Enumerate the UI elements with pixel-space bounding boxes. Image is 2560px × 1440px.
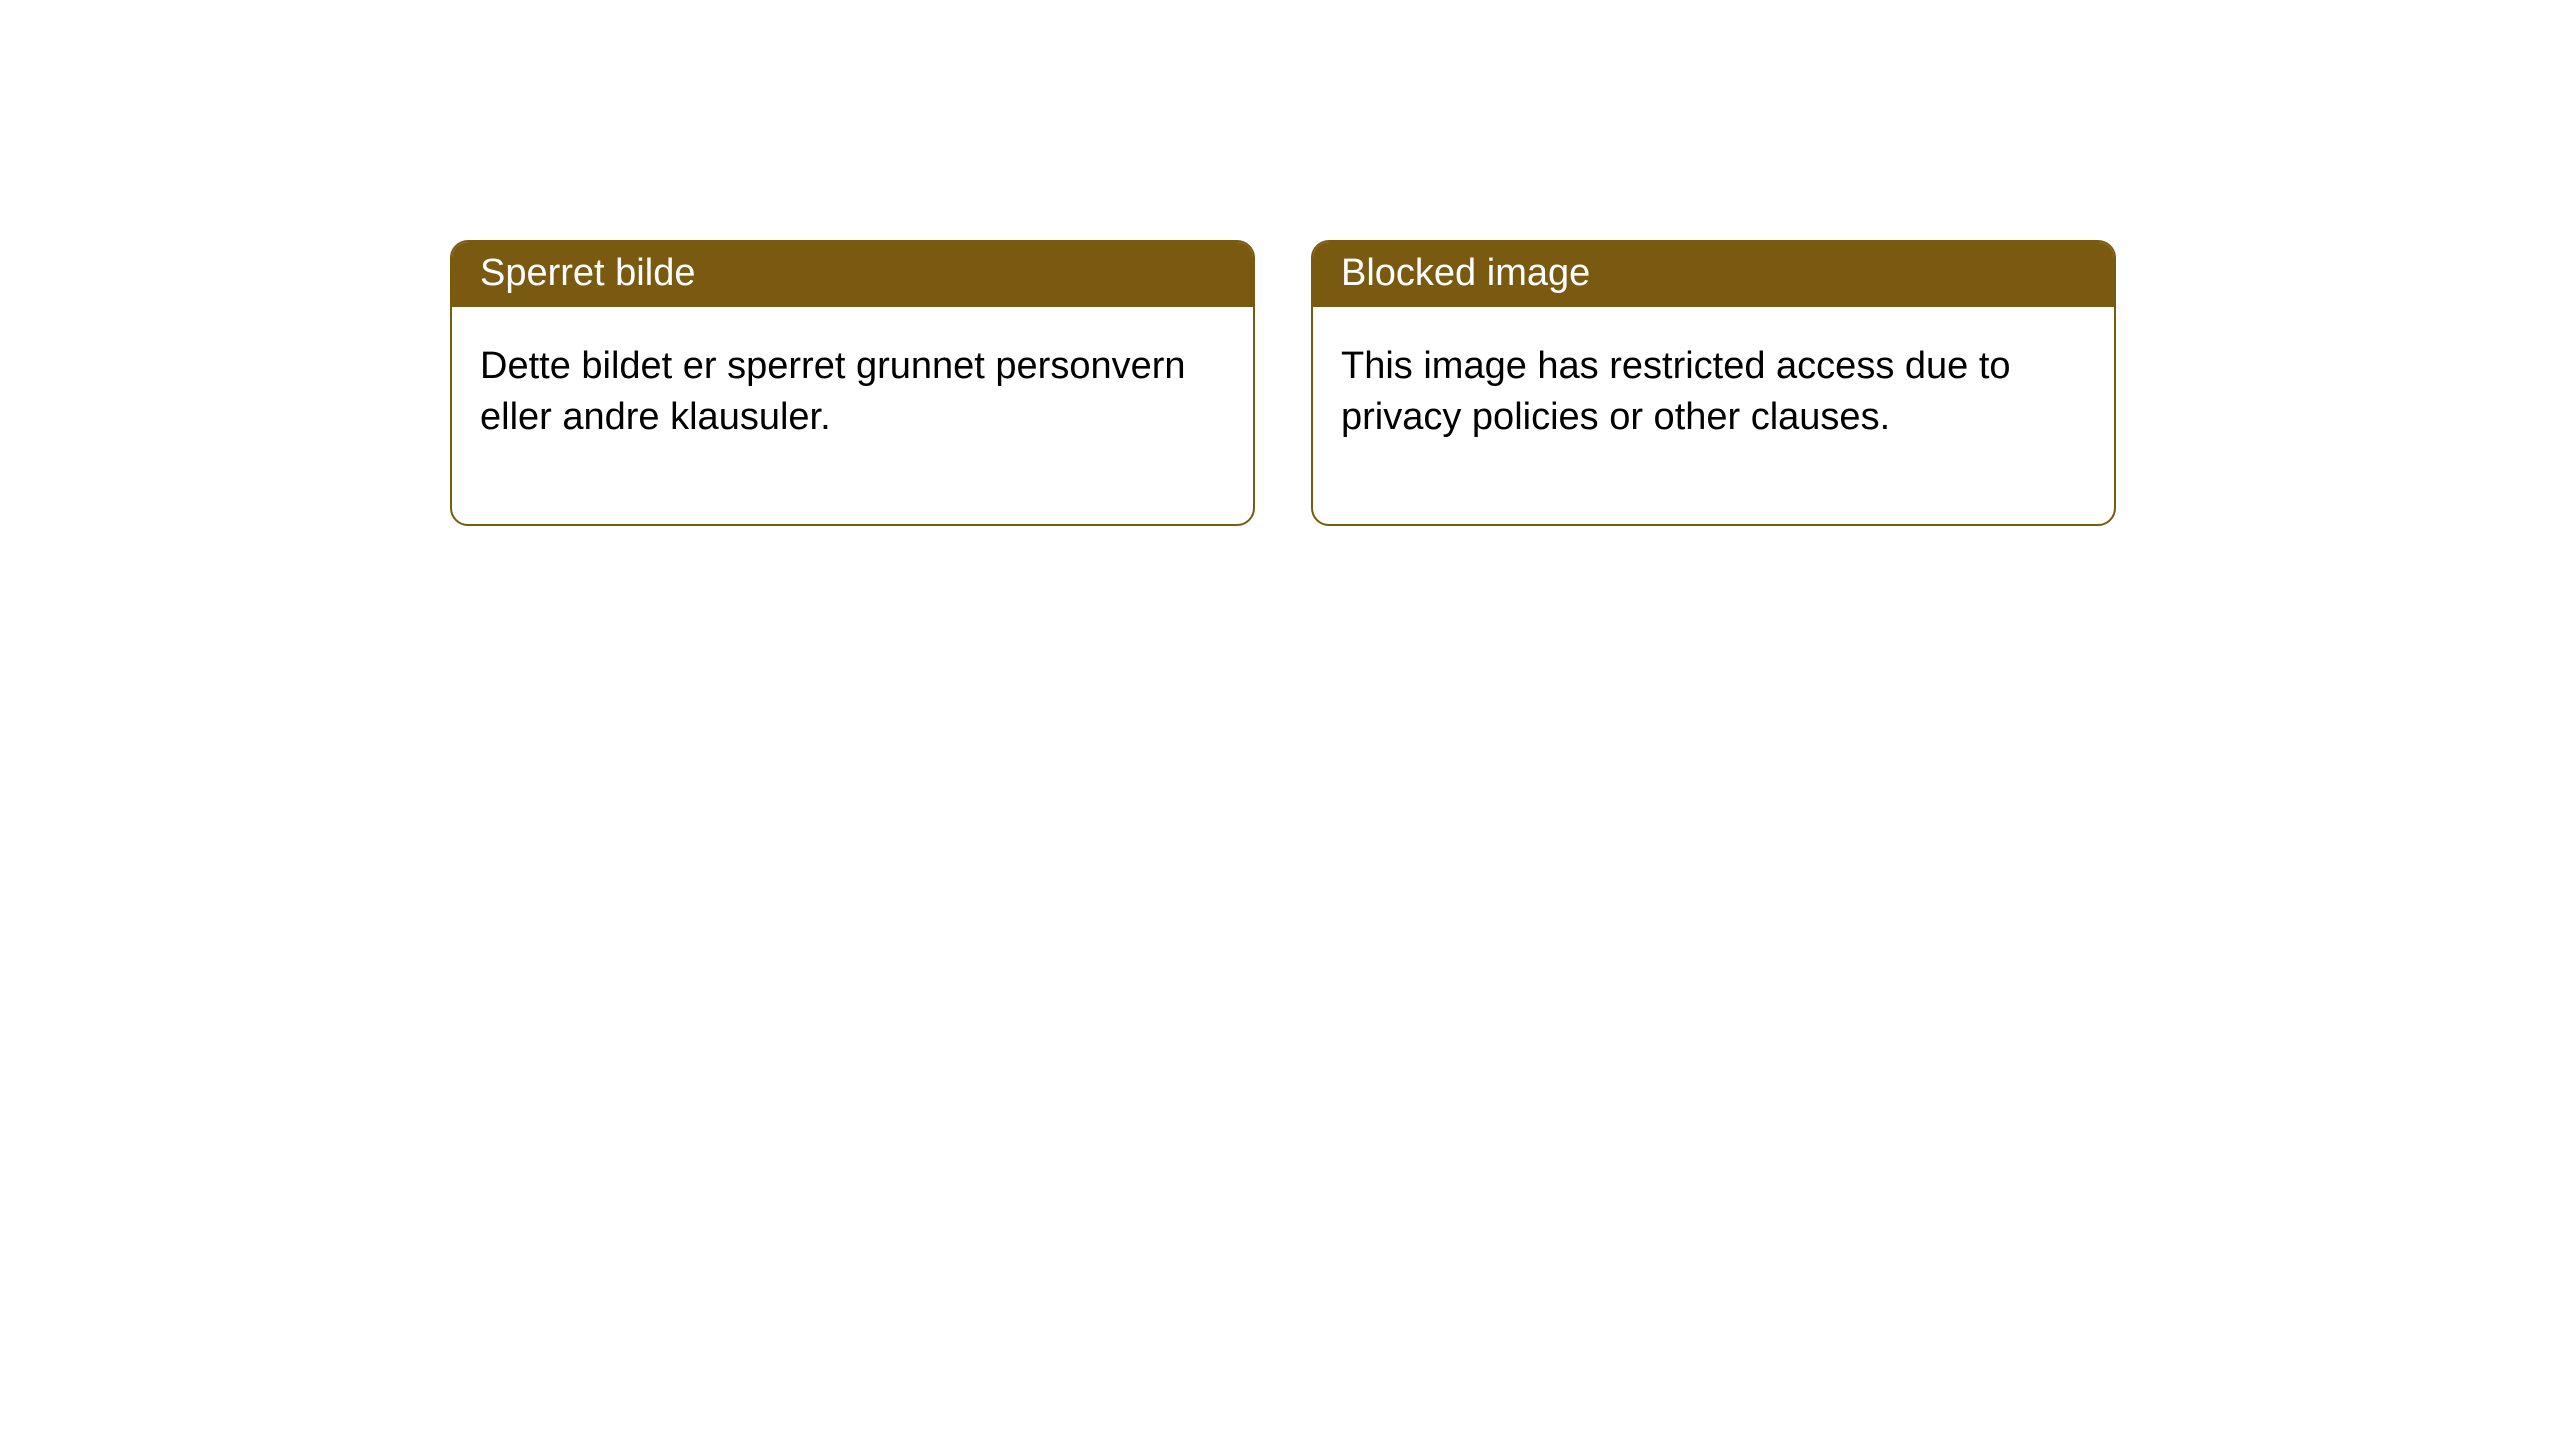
notice-body: Dette bildet er sperret grunnet personve… bbox=[452, 307, 1253, 524]
notice-body: This image has restricted access due to … bbox=[1313, 307, 2114, 524]
notice-container: Sperret bilde Dette bildet er sperret gr… bbox=[0, 0, 2560, 526]
notice-card-english: Blocked image This image has restricted … bbox=[1311, 240, 2116, 526]
notice-card-norwegian: Sperret bilde Dette bildet er sperret gr… bbox=[450, 240, 1255, 526]
notice-header: Sperret bilde bbox=[452, 242, 1253, 307]
notice-header: Blocked image bbox=[1313, 242, 2114, 307]
